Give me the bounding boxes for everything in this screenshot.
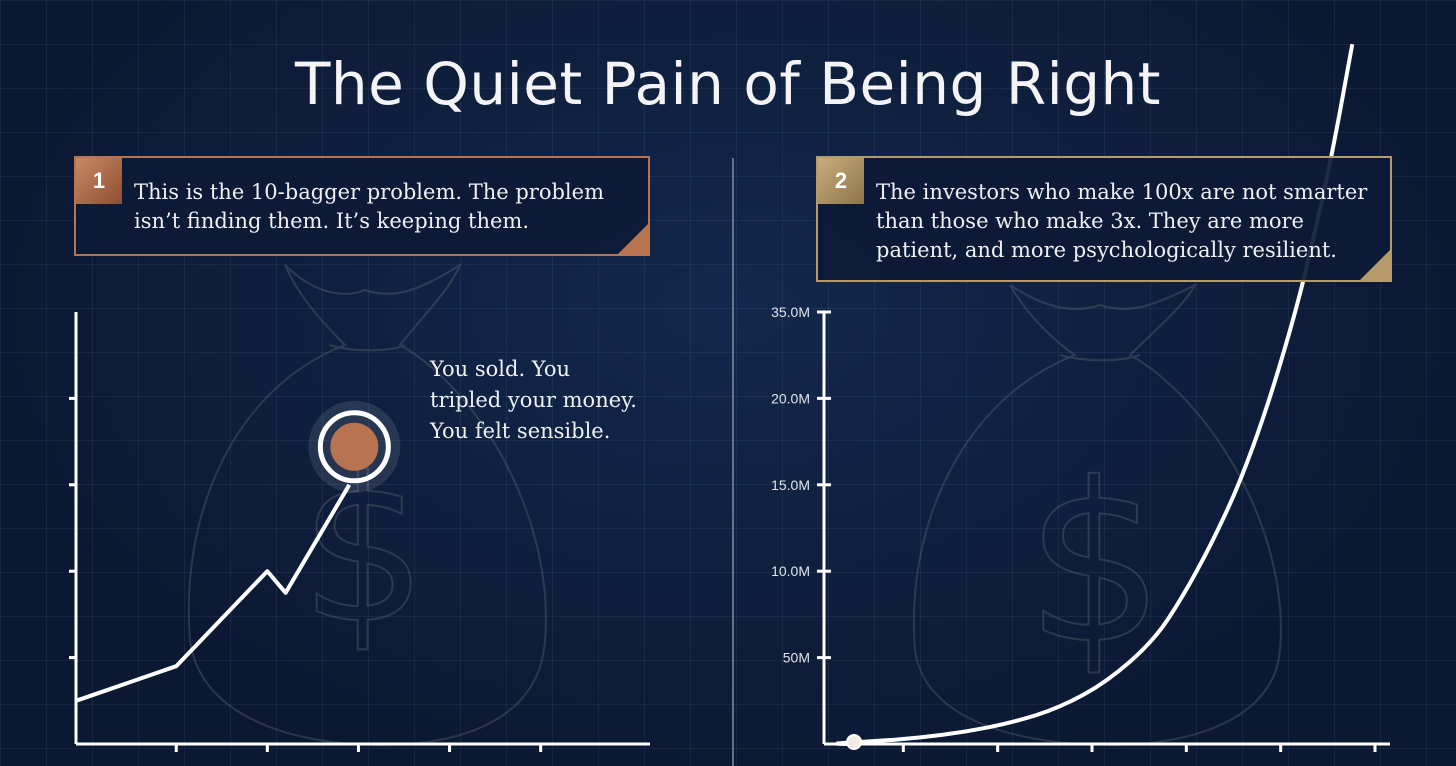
callout-2-text: The investors who make 100x are not smar… xyxy=(876,180,1368,262)
chart-2-y-tick-label: 10.0M xyxy=(771,563,810,579)
callout-1-number-badge: 1 xyxy=(76,158,122,204)
callout-1: 1 This is the 10-bagger problem. The pro… xyxy=(74,156,650,256)
chart-1 xyxy=(69,312,650,752)
chart-2-y-tick-label: 50M xyxy=(783,650,810,666)
chart-2-y-tick-label: 15.0M xyxy=(771,477,810,493)
callout-1-corner xyxy=(618,224,648,254)
sell-annotation-line-1: You sold. You xyxy=(430,357,571,381)
chart-2-y-tick-label: 20.0M xyxy=(771,390,810,406)
chart-2: 50M 10.0M 15.0M 20.0M 35.0M xyxy=(771,43,1390,752)
sell-annotation-line-3: You felt sensible. xyxy=(430,419,611,443)
page-title: The Quiet Pain of Being Right xyxy=(294,50,1162,118)
money-bag-icon: $ xyxy=(187,262,547,747)
callout-2-corner xyxy=(1360,250,1390,280)
start-point-marker xyxy=(846,734,862,750)
sell-annotation: You sold. You tripled your money. You fe… xyxy=(430,354,690,447)
callout-2-number-badge: 2 xyxy=(818,158,864,204)
callout-1-text: This is the 10-bagger problem. The probl… xyxy=(134,180,604,233)
chart-2-y-tick-label: 35.0M xyxy=(771,304,810,320)
svg-text:$: $ xyxy=(300,435,427,668)
sell-annotation-line-2: tripled your money. xyxy=(430,388,637,412)
sell-point-marker xyxy=(308,400,401,493)
callout-2: 2 The investors who make 100x are not sm… xyxy=(816,156,1392,282)
chart-1-line xyxy=(75,483,352,703)
svg-text:$: $ xyxy=(1025,436,1165,692)
